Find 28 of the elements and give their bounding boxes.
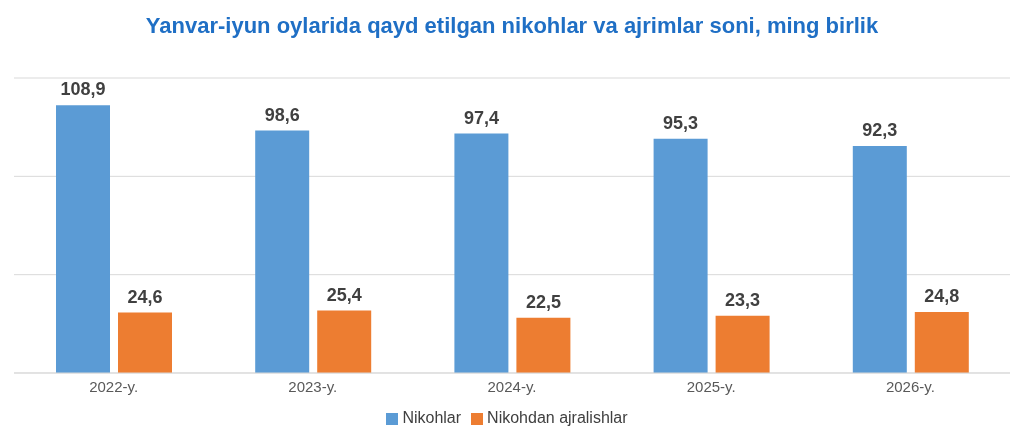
x-tick-label: 2023-y. (288, 377, 338, 395)
data-label: 98,6 (264, 104, 300, 125)
bar (56, 105, 110, 373)
data-label: 92,3 (862, 120, 898, 141)
data-label: 22,5 (525, 291, 561, 312)
data-label: 23,3 (725, 289, 761, 310)
data-label: 24,8 (924, 286, 960, 307)
data-label: 25,4 (326, 284, 362, 305)
data-label: 95,3 (663, 112, 699, 133)
bar (255, 130, 310, 373)
data-label: 108,9 (60, 79, 106, 100)
bar (317, 310, 372, 373)
bar (653, 138, 708, 373)
bar (454, 133, 509, 373)
x-tick-label: 2025-y. (686, 377, 736, 395)
bar (914, 312, 969, 373)
x-tick-label: 2022-y. (89, 377, 139, 395)
legend-label: Nikohlar (402, 409, 462, 426)
legend-label: Nikohdan ajralishlar (487, 409, 628, 426)
bar (118, 312, 172, 373)
bar (516, 317, 571, 373)
data-label: 24,6 (127, 286, 163, 307)
bar (852, 146, 907, 373)
chart-title: Yanvar-iyun oylarida qayd etilgan nikohlar va ajrimlar soni, ming birlik (144, 12, 880, 40)
bar (715, 315, 770, 373)
x-tick-label: 2026-y. (885, 377, 935, 395)
x-tick-label: 2024-y. (487, 377, 537, 395)
data-label: 97,4 (463, 107, 499, 128)
